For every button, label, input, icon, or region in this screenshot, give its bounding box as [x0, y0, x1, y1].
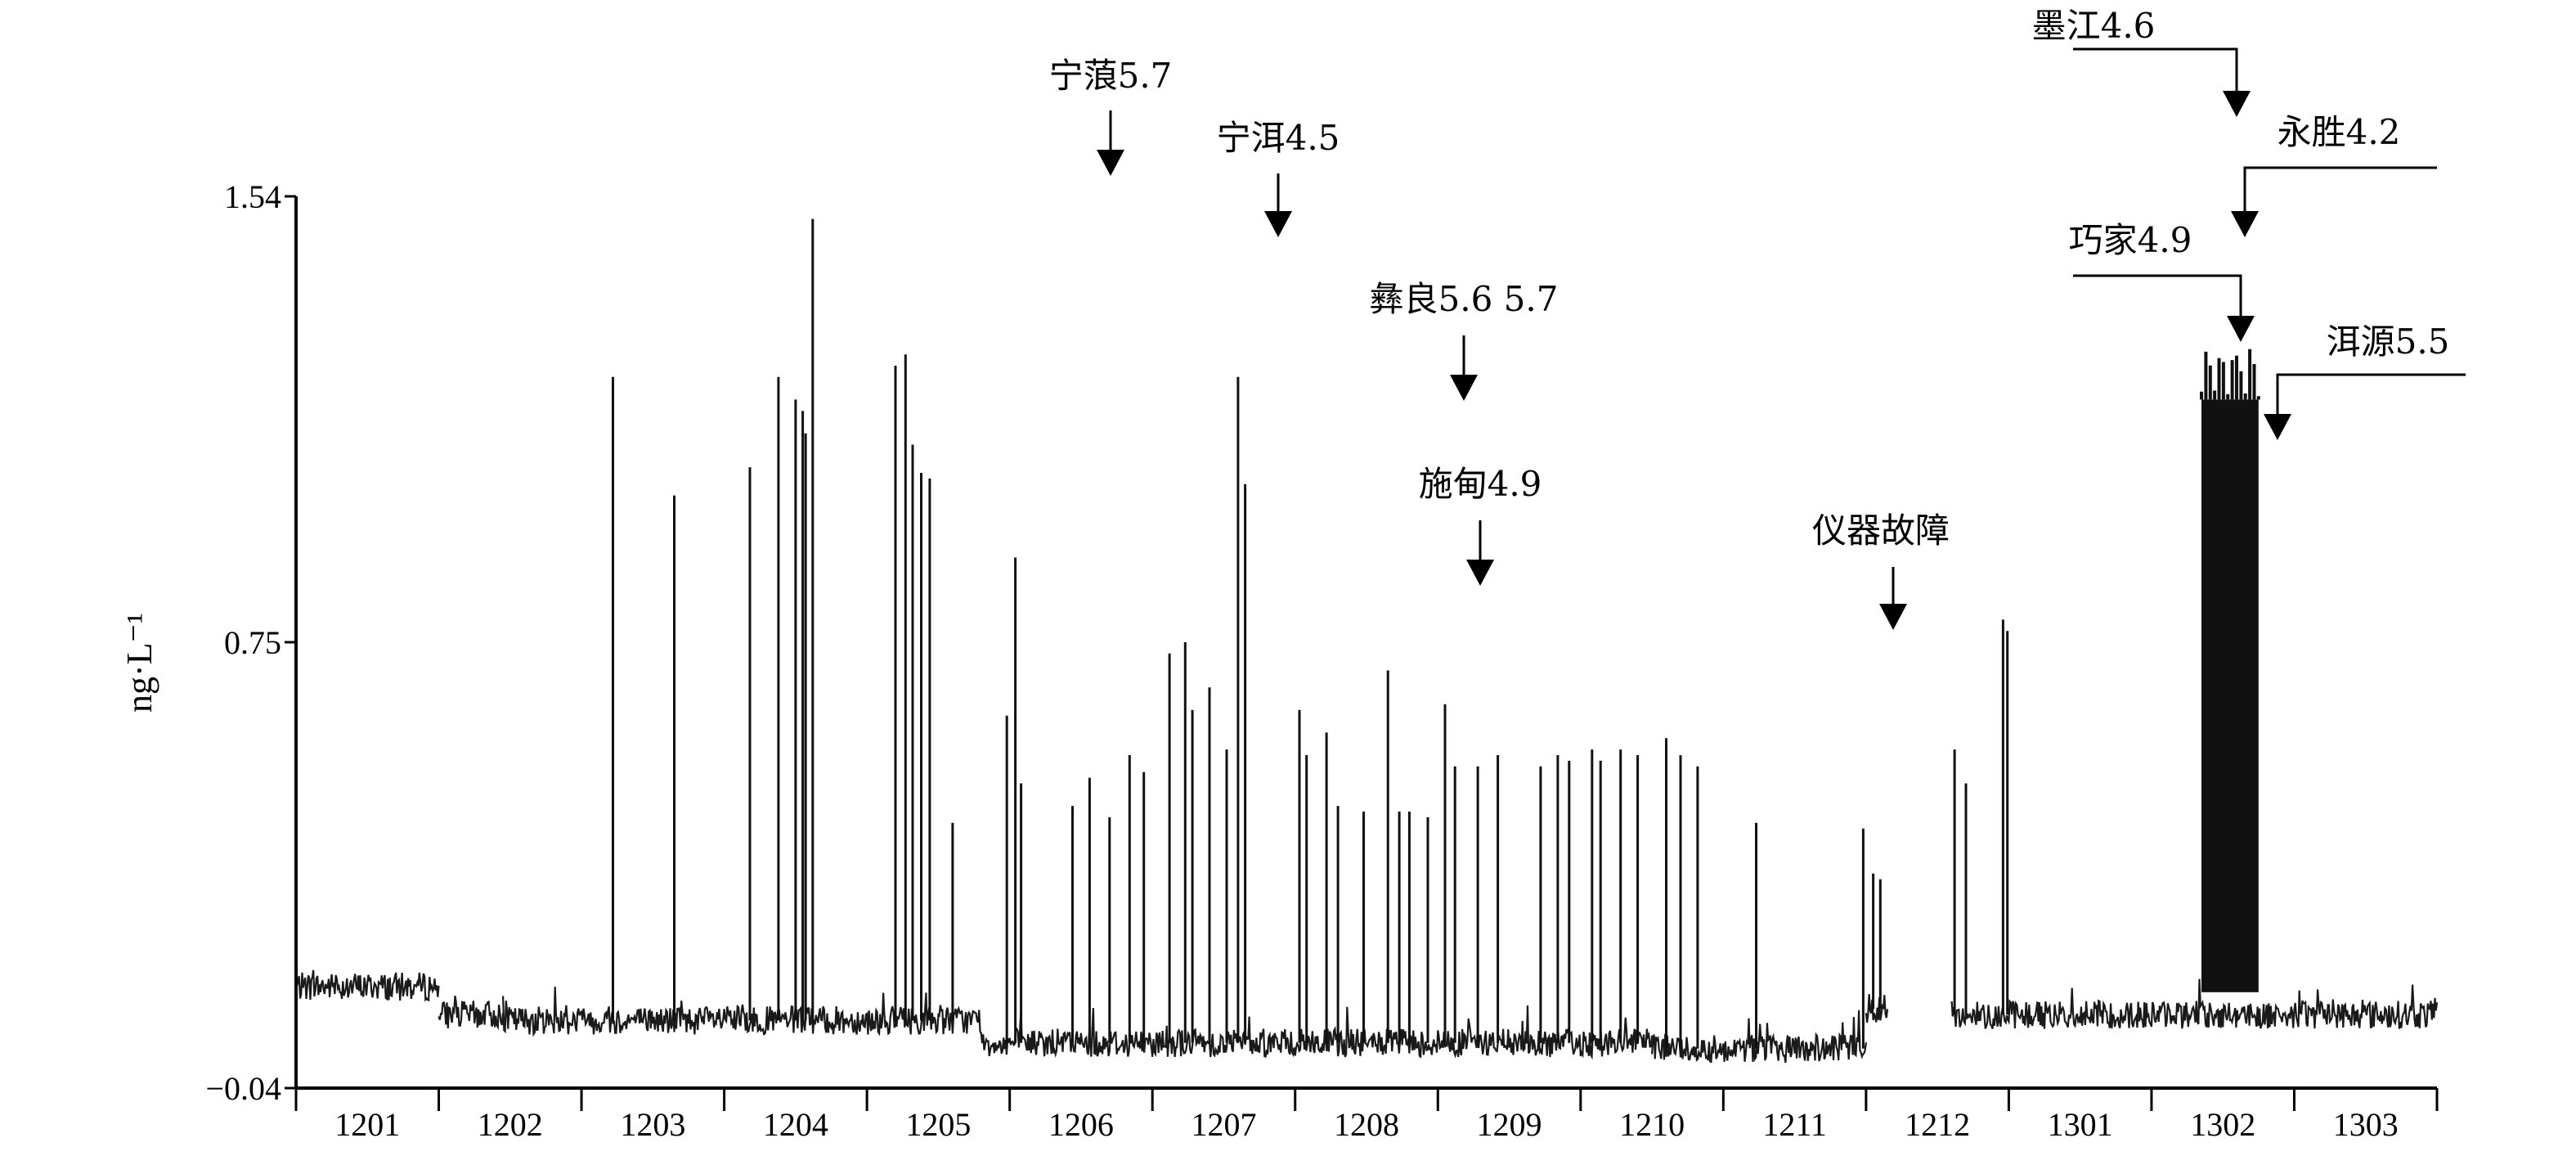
annotation: 墨江4.6	[2032, 6, 2251, 117]
x-tick-label: 1203	[620, 1106, 685, 1143]
arrow-down-icon	[2231, 211, 2259, 237]
annotation-label: 洱源5.5	[2327, 322, 2450, 362]
dense-signal-block	[2201, 399, 2259, 992]
annotation: 巧家4.9	[2069, 220, 2255, 342]
annotation-label: 仪器故障	[1812, 511, 1950, 551]
x-tick-label: 1202	[478, 1106, 543, 1143]
signal-series	[295, 218, 2439, 1064]
x-tick-label: 1209	[1477, 1106, 1542, 1143]
annotations: 宁蒗5.7 宁洱4.5 彝良5.6 5.7 施甸4.9 仪器故障 墨江4.6 永胜4.2 巧家…	[1049, 6, 2466, 630]
y-axis-label: ng·L⁻¹	[119, 613, 159, 713]
baseline-segment	[438, 996, 505, 1031]
annotation: 彝良5.6 5.7	[1370, 279, 1559, 401]
y-axis-ticks: 1.54 0.75 −0.04	[205, 178, 296, 1107]
annotation-leader-line	[2073, 274, 2242, 326]
axes	[294, 196, 2437, 1090]
x-tick-label: 1302	[2190, 1106, 2255, 1143]
x-tick-label: 1206	[1048, 1106, 1114, 1143]
x-tick-label: 1210	[1619, 1106, 1685, 1143]
baseline-segment	[980, 1005, 1654, 1060]
annotation-leader-line	[2073, 47, 2238, 101]
x-tick-label: 1204	[763, 1106, 828, 1143]
annotation-label: 宁洱4.5	[1217, 118, 1340, 158]
x-tick-label: 1205	[905, 1106, 971, 1143]
annotation: 洱源5.5	[2264, 322, 2466, 440]
x-tick-label: 1212	[1905, 1106, 1970, 1143]
y-tick-label: 0.75	[224, 624, 281, 661]
annotation: 仪器故障	[1812, 511, 1950, 630]
y-tick-label: 1.54	[224, 178, 281, 215]
baseline-segment	[295, 969, 440, 1002]
arrow-down-icon	[1264, 211, 1292, 237]
arrow-down-icon	[2223, 91, 2251, 117]
baseline-segment	[1950, 978, 2439, 1029]
annotation: 施甸4.9	[1419, 464, 1542, 586]
arrow-down-icon	[1466, 560, 1494, 586]
arrow-down-icon	[1879, 604, 1907, 630]
baseline-segment	[1865, 994, 1889, 1023]
x-axis-ticks: 1201 1202 1203 1204 1205 1206 1207 1208 1209 1210…	[294, 1088, 2439, 1143]
arrow-down-icon	[2227, 316, 2255, 342]
annotation-label: 墨江4.6	[2032, 6, 2156, 46]
annotation-label: 施甸4.9	[1419, 464, 1542, 504]
annotation: 永胜4.2	[2231, 112, 2437, 237]
x-tick-label: 1201	[334, 1106, 400, 1143]
annotation-label: 巧家4.9	[2069, 220, 2192, 260]
annotation-label: 彝良5.6 5.7	[1370, 279, 1559, 319]
annotation-leader-line	[2243, 166, 2437, 221]
annotation-leader-line	[2276, 373, 2466, 424]
baseline-segment	[502, 987, 982, 1037]
annotation-label: 宁蒗5.7	[1049, 56, 1173, 96]
arrow-down-icon	[2264, 414, 2291, 440]
x-tick-label: 1208	[1334, 1106, 1399, 1143]
x-tick-label: 1207	[1191, 1106, 1256, 1143]
baseline-segment	[1651, 1010, 1867, 1064]
x-tick-label: 1301	[2048, 1106, 2113, 1143]
annotation: 宁洱4.5	[1217, 118, 1340, 237]
y-tick-label: −0.04	[205, 1070, 281, 1107]
arrow-down-icon	[1450, 375, 1478, 401]
annotation: 宁蒗5.7	[1049, 56, 1173, 176]
annotation-label: 永胜4.2	[2278, 112, 2401, 152]
arrow-down-icon	[1097, 150, 1124, 176]
x-tick-label: 1303	[2333, 1106, 2399, 1143]
x-tick-label: 1211	[1762, 1106, 1827, 1143]
